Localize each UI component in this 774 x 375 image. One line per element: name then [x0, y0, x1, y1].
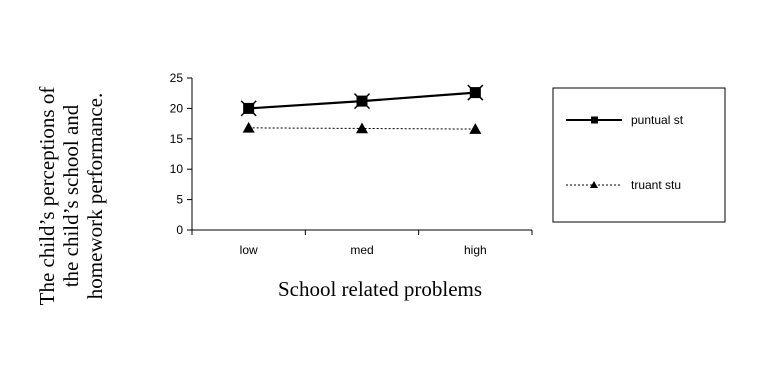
legend-box	[552, 87, 726, 223]
series-1-point	[356, 122, 368, 134]
x-tick-label: high	[464, 243, 487, 257]
y-tick-label: 10	[170, 162, 184, 176]
y-axis-title: The child’s perceptions of the child’s s…	[35, 87, 107, 306]
y-tick-label: 5	[176, 193, 183, 207]
y-tick-label: 25	[170, 71, 184, 85]
series-layer	[240, 84, 484, 134]
legend: puntual st truant stu	[552, 87, 726, 223]
y-axis-title-line-1: The child’s perceptions of	[35, 87, 59, 306]
y-tick-label: 20	[170, 101, 184, 115]
y-tick-label: 0	[176, 223, 183, 237]
y-ticks: 0 5 10 15 20 25	[170, 71, 192, 237]
legend-label-0: puntual st	[631, 113, 684, 127]
x-tick-label: low	[240, 243, 258, 257]
series-1-point	[469, 123, 482, 134]
series-1-point	[242, 121, 255, 133]
legend-label-1: truant stu	[631, 178, 681, 192]
legend-marker-0	[591, 116, 598, 124]
series-0-point-cross-b	[467, 84, 484, 101]
x-axis-title: School related problems	[278, 277, 482, 301]
y-axis-title-line-2: the child’s school and	[59, 104, 83, 287]
y-axis-title-line-3: homework performance.	[83, 93, 107, 299]
x-tick-label: med	[350, 243, 373, 257]
legend-marker-1	[590, 181, 598, 188]
x-ticks: low med high	[191, 230, 533, 257]
series-0-point-cross-b	[353, 93, 371, 110]
series-0-point-cross-b	[240, 100, 257, 117]
y-tick-label: 15	[170, 132, 184, 146]
